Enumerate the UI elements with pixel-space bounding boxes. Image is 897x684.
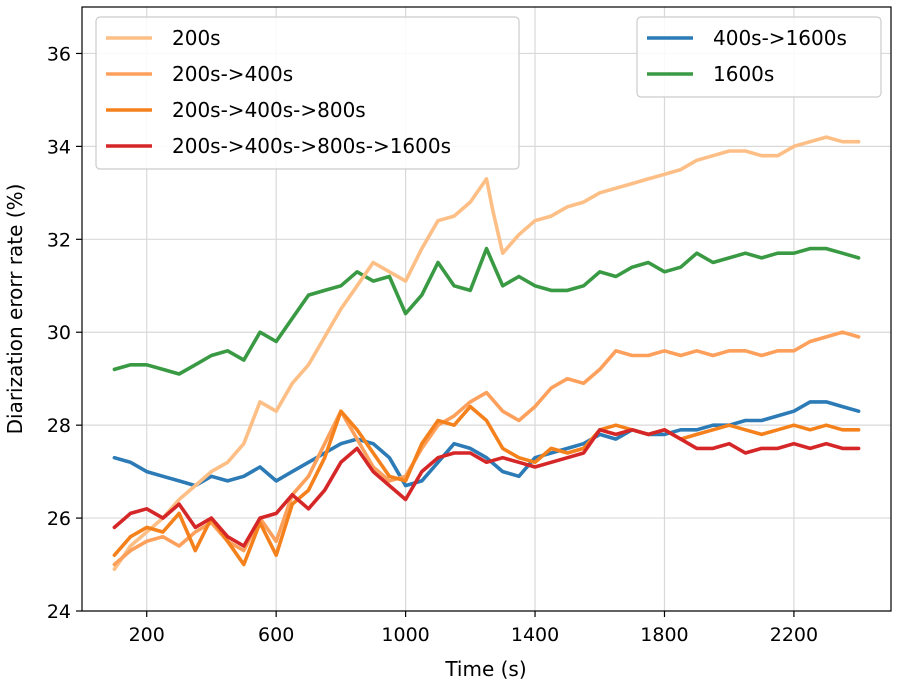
x-tick-label: 600 [258,624,294,646]
x-tick-label: 200 [129,624,165,646]
series-line-1 [112,330,861,567]
legend-label: 200s->400s [172,62,293,86]
x-tick-label: 2200 [770,624,818,646]
legend-label: 200s [172,26,221,50]
legend-label: 1600s [713,62,774,86]
legend-box [636,16,882,98]
series-line-3 [112,427,861,548]
x-tick-label: 1800 [640,624,688,646]
ticks: 200 600 1000 1400 1800 2200 24 26 28 30 32 34 36 [47,43,818,646]
series-line-5 [112,246,861,376]
series-line-2 [112,404,861,567]
x-tick-label: 1000 [381,624,429,646]
legends: 200s 200s->400s 200s->400s->800s 200s->400s… [95,16,882,170]
y-tick-label: 34 [47,136,71,158]
x-axis-title: Time (s) [444,657,526,681]
y-tick-label: 36 [47,43,71,65]
y-tick-label: 32 [47,229,71,251]
y-tick-label: 24 [47,601,71,623]
series-layer [112,135,861,572]
y-tick-label: 28 [47,415,71,437]
legend-label: 200s->400s->800s->1600s [172,134,451,158]
legend-upper-left: 200s 200s->400s 200s->400s->800s 200s->400s… [95,16,520,170]
y-axis-title: Diarization erorr rate (%) [3,184,27,435]
legend-box [95,16,520,170]
x-tick-label: 1400 [511,624,559,646]
legend-label: 200s->400s->800s [172,98,366,122]
y-tick-label: 26 [47,508,71,530]
legend-label: 400s->1600s [713,26,847,50]
plot-frame [81,6,892,612]
y-tick-label: 30 [47,322,71,344]
series-line-0 [112,135,861,572]
legend-upper-right: 400s->1600s 1600s [636,16,882,98]
series-line-4 [112,400,861,488]
